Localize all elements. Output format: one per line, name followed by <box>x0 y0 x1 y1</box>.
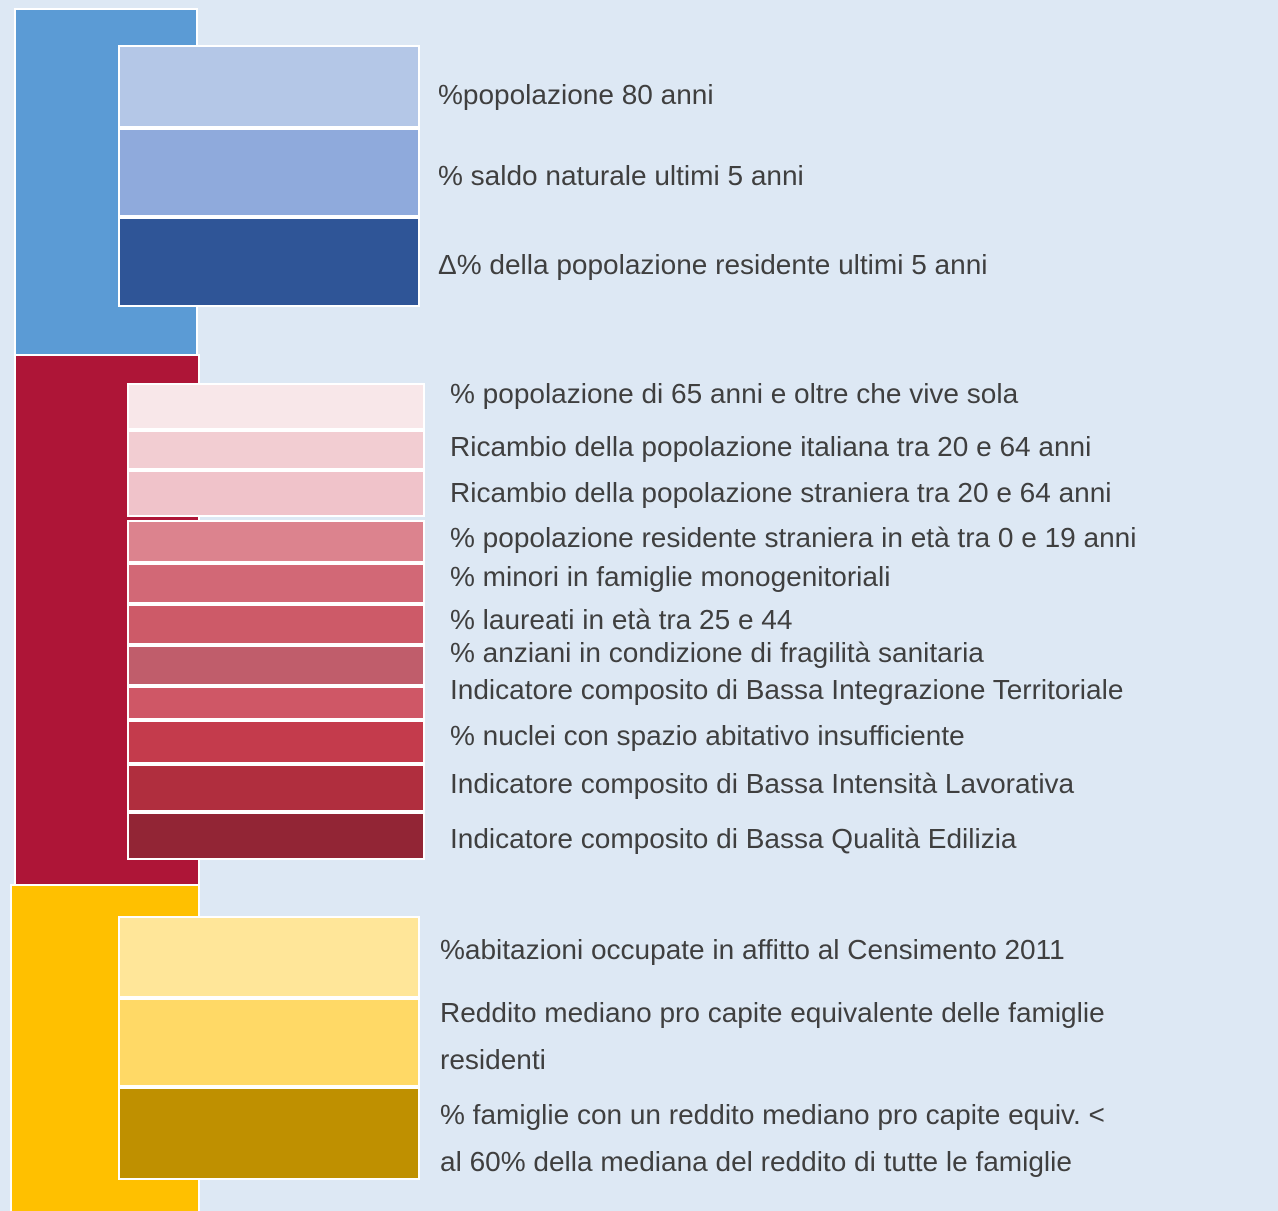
indicator-label: Δ% della popolazione residente ultimi 5 … <box>438 249 988 280</box>
indicator-label: % minori in famiglie monogenitoriali <box>450 561 891 592</box>
indicator-box <box>118 1087 420 1180</box>
indicator-box <box>127 720 425 764</box>
indicator-label: residenti <box>440 1044 546 1075</box>
indicator-label: Reddito mediano pro capite equivalente d… <box>440 997 1105 1028</box>
indicator-label: % saldo naturale ultimi 5 anni <box>438 160 804 191</box>
indicator-label: % famiglie con un reddito mediano pro ca… <box>440 1099 1105 1130</box>
indicator-label: % nuclei con spazio abitativo insufficie… <box>450 720 965 751</box>
indicator-box <box>127 645 425 686</box>
indicator-box <box>118 217 420 307</box>
indicator-box <box>127 812 425 860</box>
indicator-label: %abitazioni occupate in affitto al Censi… <box>440 934 1065 965</box>
indicator-label: Indicatore composito di Bassa Qualità Ed… <box>450 823 1017 854</box>
indicator-label: % popolazione residente straniera in età… <box>450 522 1137 553</box>
indicator-box <box>127 520 425 563</box>
indicator-label: Ricambio della popolazione italiana tra … <box>450 431 1092 462</box>
indicator-box <box>127 563 425 604</box>
indicator-box <box>127 470 425 517</box>
indicator-box <box>127 686 425 720</box>
indicator-label: % popolazione di 65 anni e oltre che viv… <box>450 378 1019 409</box>
indicator-label: Indicatore composito di Bassa Intensità … <box>450 768 1075 799</box>
indicator-box <box>118 916 420 998</box>
indicator-label: % laureati in età tra 25 e 44 <box>450 604 793 635</box>
indicator-label: al 60% della mediana del reddito di tutt… <box>440 1146 1072 1177</box>
indicator-box <box>118 998 420 1087</box>
indicator-box <box>118 45 420 128</box>
indicator-box <box>127 604 425 645</box>
indicator-label: % anziani in condizione di fragilità san… <box>450 637 984 668</box>
indicator-box <box>127 383 425 430</box>
indicator-label: Indicatore composito di Bassa Integrazio… <box>450 674 1124 705</box>
indicator-label: Ricambio della popolazione straniera tra… <box>450 477 1112 508</box>
indicator-box <box>118 128 420 217</box>
indicator-box <box>127 430 425 470</box>
indicator-label: %popolazione 80 anni <box>438 79 714 110</box>
indicator-box <box>127 764 425 812</box>
